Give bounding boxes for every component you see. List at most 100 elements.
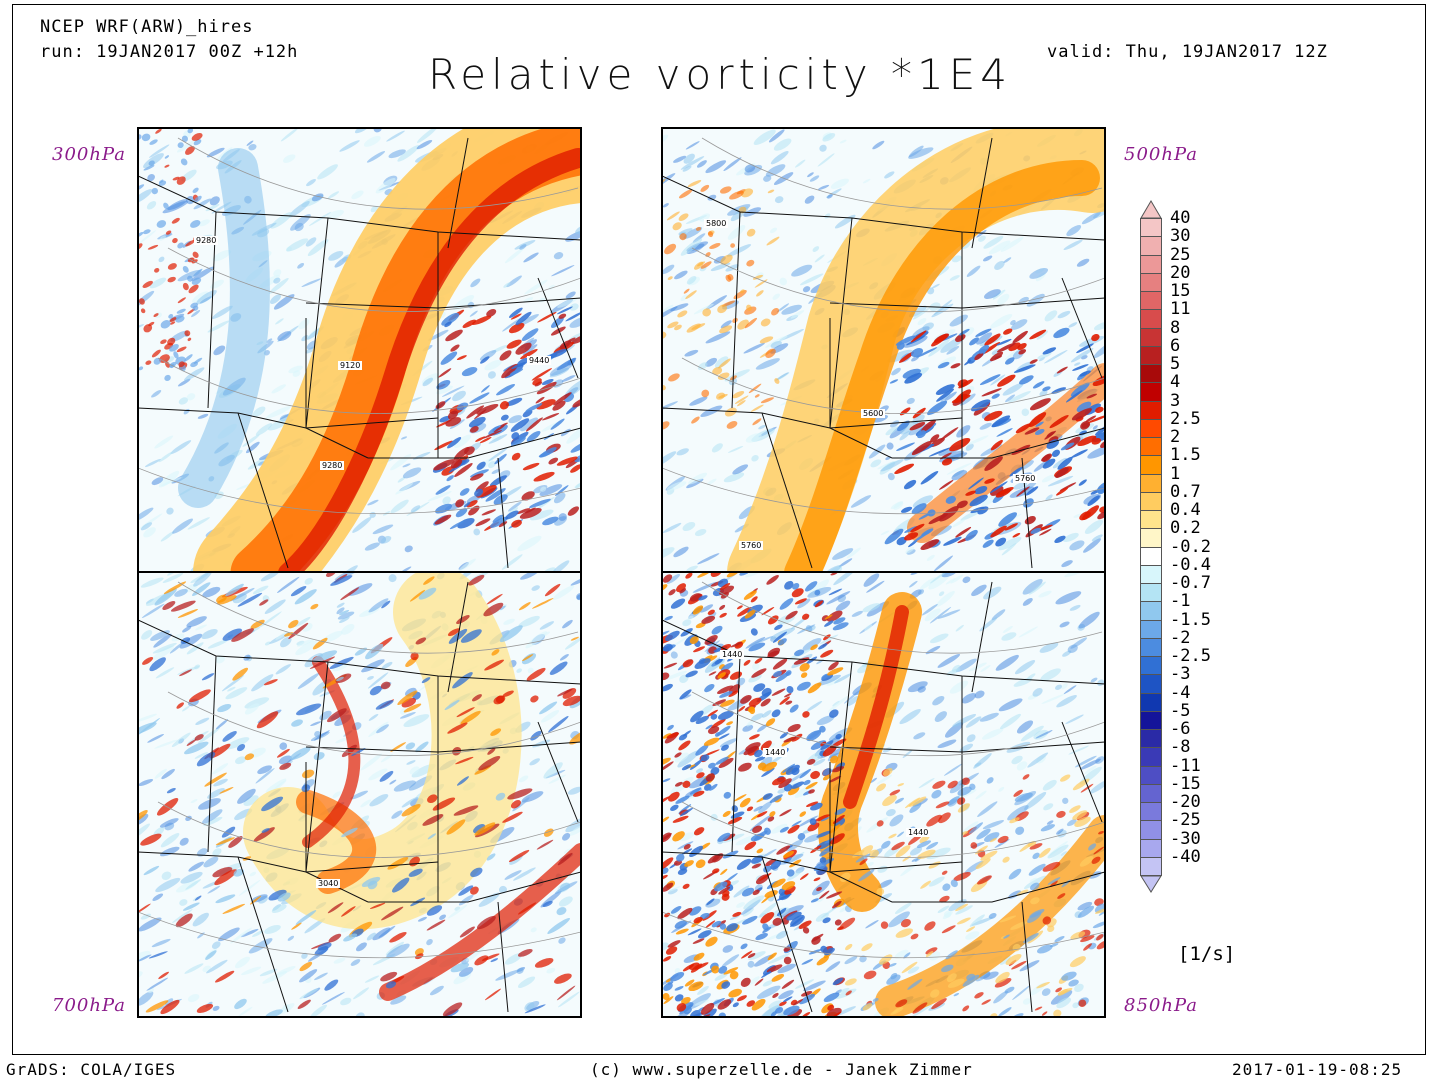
- contour-label: 1440: [906, 828, 931, 837]
- vorticity-field: [138, 572, 581, 1017]
- colorbar-cell: [1140, 345, 1162, 365]
- footer-left: GrADS: COLA/IGES: [6, 1060, 177, 1079]
- colorbar-cell: [1140, 528, 1162, 548]
- colorbar-top-arrow: [1140, 200, 1162, 219]
- left-divider: [137, 571, 582, 573]
- colorbar-label: 25: [1170, 244, 1191, 265]
- colorbar-label: -5: [1170, 700, 1191, 721]
- colorbar-label: 0.4: [1170, 500, 1201, 520]
- colorbar-cell: [1140, 583, 1162, 603]
- colorbar-label: -8: [1170, 737, 1191, 758]
- colorbar-cell: [1140, 601, 1162, 621]
- colorbar-label: -0.4: [1170, 554, 1211, 575]
- colorbar-label: -3: [1170, 664, 1191, 685]
- colorbar-label: 5: [1170, 354, 1181, 374]
- colorbar-label: -2.5: [1170, 646, 1211, 666]
- colorbar-cell: [1140, 674, 1162, 694]
- colorbar-label: 1.5: [1170, 445, 1201, 466]
- colorbar-label: -4: [1170, 682, 1191, 703]
- colorbar-cell: [1140, 710, 1162, 730]
- colorbar: [1140, 200, 1166, 896]
- colorbar-cell: [1140, 364, 1162, 384]
- model-name: NCEP WRF(ARW)_hires: [40, 17, 254, 37]
- level-label-300hpa: 300hPa: [52, 144, 126, 165]
- colorbar-label: 1: [1170, 463, 1181, 484]
- colorbar-cell: [1140, 619, 1162, 639]
- map-panel-500hpa: [662, 128, 1105, 572]
- contour-label: 3040: [316, 879, 341, 888]
- map-panel-850hpa: [662, 572, 1105, 1017]
- contour-label: 5760: [1013, 474, 1038, 483]
- colorbar-label: -0.2: [1170, 536, 1211, 557]
- colorbar-cell: [1140, 236, 1162, 256]
- colorbar-cell: [1140, 820, 1162, 840]
- colorbar-cell: [1140, 437, 1162, 457]
- colorbar-label: -40: [1170, 846, 1201, 867]
- colorbar-cell: [1140, 400, 1162, 420]
- colorbar-label: 3: [1170, 390, 1181, 411]
- colorbar-cell: [1140, 218, 1162, 238]
- colorbar-label: -15: [1170, 773, 1201, 794]
- colorbar-cell: [1140, 765, 1162, 785]
- map-panel-300hpa: [138, 128, 581, 572]
- vorticity-field: [138, 128, 581, 572]
- units-label: [1/s]: [1178, 943, 1236, 965]
- footer-center: (c) www.superzelle.de - Janek Zimmer: [590, 1060, 973, 1079]
- contour-label: 9280: [320, 461, 345, 470]
- colorbar-cell: [1140, 418, 1162, 438]
- colorbar-label: 0.7: [1170, 481, 1201, 502]
- contour-label: 5800: [704, 219, 729, 228]
- colorbar-cell: [1140, 692, 1162, 712]
- contour-label: 9120: [338, 361, 363, 370]
- colorbar-cell: [1140, 327, 1162, 347]
- colorbar-label: 2.5: [1170, 408, 1201, 429]
- contour-label: 9280: [194, 236, 219, 245]
- colorbar-bottom-arrow: [1140, 875, 1162, 893]
- colorbar-cell: [1140, 291, 1162, 311]
- colorbar-cell: [1140, 729, 1162, 749]
- colorbar-cell: [1140, 546, 1162, 566]
- vorticity-field: [662, 128, 1105, 572]
- main-title: Relative vorticity *1E4: [427, 50, 1013, 99]
- colorbar-cell: [1140, 747, 1162, 767]
- colorbar-label: 0.2: [1170, 518, 1201, 539]
- colorbar-cell: [1140, 272, 1162, 292]
- colorbar-label: -2: [1170, 627, 1191, 648]
- right-divider: [661, 571, 1106, 573]
- valid-time: valid: Thu, 19JAN2017 12Z: [1047, 42, 1328, 62]
- run-time: run: 19JAN2017 00Z +12h: [40, 42, 299, 62]
- colorbar-label: 20: [1170, 262, 1191, 283]
- contour-label: 5760: [739, 541, 764, 550]
- colorbar-label: 30: [1170, 226, 1191, 247]
- colorbar-cell: [1140, 802, 1162, 822]
- colorbar-cell: [1140, 856, 1162, 876]
- colorbar-cell: [1140, 838, 1162, 858]
- footer-right: 2017-01-19-08:25: [1232, 1060, 1403, 1079]
- vorticity-field: [662, 572, 1105, 1017]
- map-panel-700hpa: [138, 572, 581, 1017]
- contour-label: 5600: [861, 409, 886, 418]
- colorbar-cell: [1140, 783, 1162, 803]
- colorbar-label: 8: [1170, 317, 1181, 338]
- colorbar-cell: [1140, 455, 1162, 475]
- colorbar-cell: [1140, 382, 1162, 402]
- colorbar-label: 40: [1170, 208, 1191, 228]
- colorbar-label: 2: [1170, 427, 1181, 447]
- colorbar-cell: [1140, 510, 1162, 530]
- colorbar-label: 15: [1170, 281, 1191, 301]
- contour-label: 9440: [527, 356, 552, 365]
- colorbar-label: 11: [1170, 299, 1191, 320]
- level-label-850hpa: 850hPa: [1124, 995, 1198, 1016]
- level-label-500hpa: 500hPa: [1124, 144, 1198, 165]
- colorbar-label: -11: [1170, 755, 1201, 776]
- level-label-700hpa: 700hPa: [52, 995, 126, 1016]
- colorbar-label: 4: [1170, 372, 1181, 393]
- colorbar-label: -20: [1170, 792, 1201, 812]
- colorbar-cell: [1140, 309, 1162, 329]
- colorbar-label: 6: [1170, 335, 1181, 356]
- contour-label: 1440: [763, 748, 788, 757]
- colorbar-cell: [1140, 473, 1162, 493]
- colorbar-cell: [1140, 637, 1162, 657]
- contour-label: 1440: [720, 650, 745, 659]
- colorbar-label: -25: [1170, 810, 1201, 831]
